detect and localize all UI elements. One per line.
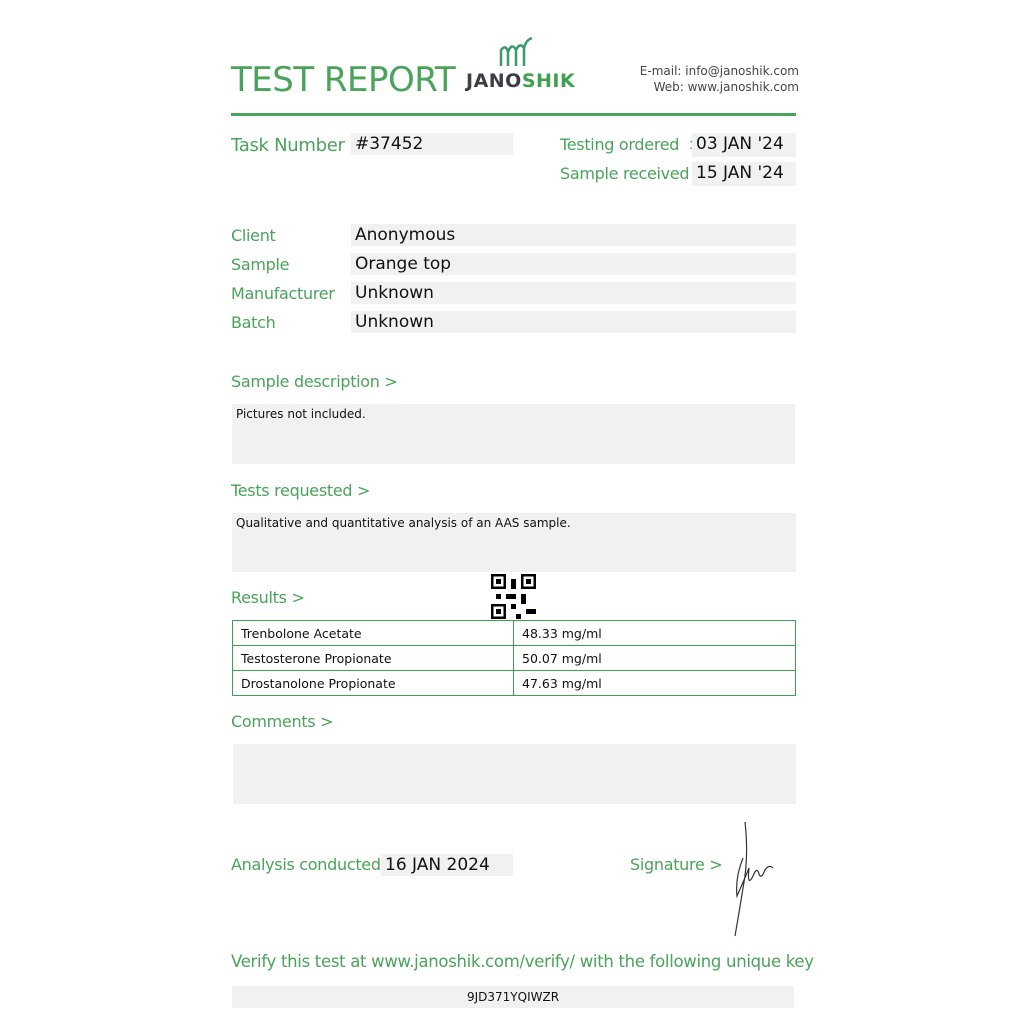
analysis-conducted-date: 16 JAN 2024	[381, 854, 513, 876]
field-manufacturer-label: Manufacturer	[231, 284, 335, 303]
analysis-conducted-label: Analysis conducted >	[231, 855, 399, 874]
sample-received-label: Sample received >	[560, 164, 708, 183]
sample-description-box: Pictures not included.	[232, 404, 795, 464]
email-contact: E-mail: info@janoshik.com	[639, 64, 799, 78]
sample-description-label: Sample description >	[231, 372, 398, 391]
field-manufacturer-value: Unknown	[351, 282, 796, 304]
web-contact: Web: www.janoshik.com	[653, 80, 799, 94]
amount-cell: 50.07 mg/ml	[513, 645, 796, 671]
sample-received-date: 15 JAN '24	[692, 162, 796, 186]
field-sample-label: Sample	[231, 255, 290, 274]
signature-label: Signature >	[630, 855, 723, 874]
comments-box	[233, 744, 796, 804]
results-label: Results >	[231, 588, 305, 607]
task-number-value: #37452	[351, 133, 513, 155]
amount-cell: 48.33 mg/ml	[513, 620, 796, 646]
table-row: Drostanolone Propionate 47.63 mg/ml	[232, 670, 796, 696]
field-client-value: Anonymous	[351, 224, 796, 246]
report-title: TEST REPORT	[231, 60, 456, 100]
logo-text-green: SHIK	[521, 70, 576, 92]
tests-requested-box: Qualitative and quantitative analysis of…	[232, 513, 796, 572]
tests-requested-label: Tests requested >	[231, 481, 371, 500]
amount-cell: 47.63 mg/ml	[513, 670, 796, 696]
table-row: Trenbolone Acetate 48.33 mg/ml	[232, 620, 796, 646]
results-table: Trenbolone Acetate 48.33 mg/ml Testostero…	[232, 620, 796, 696]
compound-cell: Testosterone Propionate	[232, 645, 514, 671]
field-client-label: Client	[231, 226, 276, 245]
field-sample-value: Orange top	[351, 253, 796, 275]
testing-ordered-date: 03 JAN '24	[692, 133, 796, 157]
signature-image	[734, 821, 774, 937]
compound-cell: Drostanolone Propionate	[232, 670, 514, 696]
task-number-label: Task Number	[231, 135, 345, 156]
logo-text-dark: JANO	[466, 70, 522, 92]
logo-chart-icon	[499, 36, 533, 66]
janoshik-logo: JANOSHIK	[466, 36, 575, 96]
testing-ordered-label: Testing ordered >	[560, 135, 702, 154]
comments-label: Comments >	[231, 712, 334, 731]
field-batch-value: Unknown	[351, 311, 796, 333]
field-batch-label: Batch	[231, 313, 276, 332]
verify-instructions: Verify this test at www.janoshik.com/ver…	[231, 952, 814, 971]
header-divider	[231, 113, 796, 116]
qr-code-icon	[491, 574, 536, 619]
verification-key: 9JD371YQIWZR	[232, 986, 794, 1008]
table-row: Testosterone Propionate 50.07 mg/ml	[232, 645, 796, 671]
compound-cell: Trenbolone Acetate	[232, 620, 514, 646]
